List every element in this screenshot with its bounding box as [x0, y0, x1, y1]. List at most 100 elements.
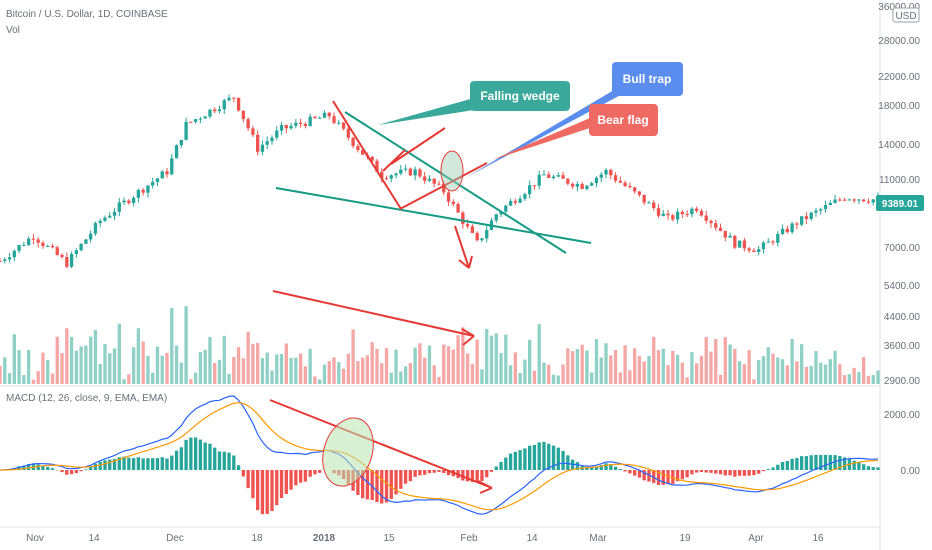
- candle-body: [666, 213, 670, 216]
- volume-bar: [771, 353, 775, 384]
- volume-bar: [79, 346, 83, 384]
- volume-bar: [776, 357, 780, 384]
- macd-hist-bar: [50, 468, 55, 470]
- candle-body: [752, 250, 756, 253]
- volume-bar: [642, 361, 646, 384]
- volume-bar: [446, 346, 451, 384]
- candle-body: [74, 250, 79, 254]
- candle-body: [704, 215, 708, 221]
- macd-hist-bar: [876, 467, 880, 470]
- macd-hist-bar: [499, 461, 503, 470]
- time-tick: Nov: [26, 533, 44, 544]
- price-axis: 36000.00 USD 28000.00 22000.00 18000.00 …: [876, 2, 924, 292]
- candle-body: [776, 233, 780, 243]
- macd-hist-bar: [852, 460, 856, 470]
- macd-hist-bar: [647, 470, 651, 482]
- candle-body: [146, 185, 150, 193]
- candle-body: [561, 175, 565, 179]
- candle-body: [198, 118, 203, 120]
- macd-hist-bar: [695, 470, 699, 473]
- macd-hist-bar: [561, 450, 565, 470]
- volume-bar: [356, 361, 360, 384]
- volume-bar: [380, 363, 384, 384]
- volume-bar: [217, 359, 222, 384]
- volume-bar: [494, 333, 498, 384]
- candle-body: [337, 122, 341, 124]
- candle-body: [709, 220, 713, 224]
- volume-bar: [432, 365, 436, 384]
- macd-hist-bar: [795, 458, 799, 470]
- macd-hist-bar: [632, 470, 637, 476]
- volume-bar: [852, 367, 856, 384]
- volume-bar: [160, 355, 164, 384]
- candle-body: [69, 253, 74, 267]
- volume-bar: [761, 356, 766, 384]
- macd-hist-bar: [652, 470, 656, 484]
- macd-hist-bar: [232, 455, 236, 470]
- candle-body: [852, 199, 856, 201]
- candle-body: [661, 213, 665, 216]
- volume-bar: [308, 348, 312, 384]
- candle-body: [699, 211, 704, 216]
- candle-body: [341, 122, 346, 129]
- volume-bar: [561, 364, 565, 384]
- volume-bar: [518, 372, 522, 384]
- macd-hist-bar: [160, 457, 164, 470]
- macd-hist-bar: [236, 465, 241, 470]
- macd-hist-bar: [208, 443, 212, 470]
- volume-bar: [599, 357, 603, 384]
- volume-bar: [499, 352, 503, 384]
- macd-hist-bar: [857, 462, 861, 470]
- volume-bar: [46, 360, 50, 384]
- candle-body: [456, 203, 460, 213]
- candle-body: [193, 119, 198, 122]
- candle-body: [570, 183, 575, 187]
- volume-tick: 2900.00: [884, 376, 921, 387]
- volume-axis: 4400.00 3600.00 2900.00: [884, 312, 921, 387]
- volume-bar: [236, 347, 241, 384]
- macd-hist-bar: [74, 470, 79, 474]
- volume-bar: [594, 339, 599, 384]
- volume-bar: [680, 362, 685, 384]
- candle-body: [551, 176, 556, 178]
- macd-hist-bar: [203, 442, 207, 470]
- candle-body: [480, 238, 484, 241]
- candle-body: [136, 189, 141, 198]
- macd-hist-bar: [93, 463, 98, 470]
- volume-bar: [513, 352, 518, 384]
- candle-body: [279, 125, 284, 131]
- price-tick: 5400.00: [884, 281, 921, 292]
- volume-bar: [857, 372, 861, 384]
- macd-hist-bar: [780, 461, 785, 470]
- volume-bar: [489, 335, 494, 384]
- candle-body: [265, 141, 269, 145]
- macd-hist-bar: [594, 466, 599, 470]
- volume-bar: [389, 372, 393, 384]
- volume-bar: [790, 338, 794, 384]
- candle-body: [184, 121, 188, 140]
- time-tick: 14: [526, 533, 538, 544]
- volume-bar: [203, 349, 207, 384]
- macd-hist-bar: [699, 470, 704, 473]
- volume-bar: [84, 345, 88, 384]
- volume-bar: [289, 357, 293, 384]
- volume-bar: [661, 348, 665, 384]
- macd-hist-bar: [399, 470, 403, 489]
- candle-body: [537, 174, 541, 186]
- currency-badge[interactable]: [892, 7, 920, 23]
- macd-hist-bar: [122, 456, 126, 470]
- macd-hist-bar: [112, 459, 117, 470]
- volume-bar: [652, 336, 656, 384]
- volume-bar: [384, 348, 389, 384]
- volume-bar: [718, 374, 723, 384]
- volume-bar: [55, 336, 59, 384]
- candle-body: [160, 171, 164, 179]
- candle-body: [84, 239, 88, 244]
- candle-body: [346, 128, 350, 138]
- candle-body: [437, 183, 441, 185]
- volume-bar: [265, 352, 269, 384]
- candle-body: [580, 183, 584, 190]
- macd-hist-bar: [823, 454, 828, 470]
- candle-body: [98, 220, 102, 224]
